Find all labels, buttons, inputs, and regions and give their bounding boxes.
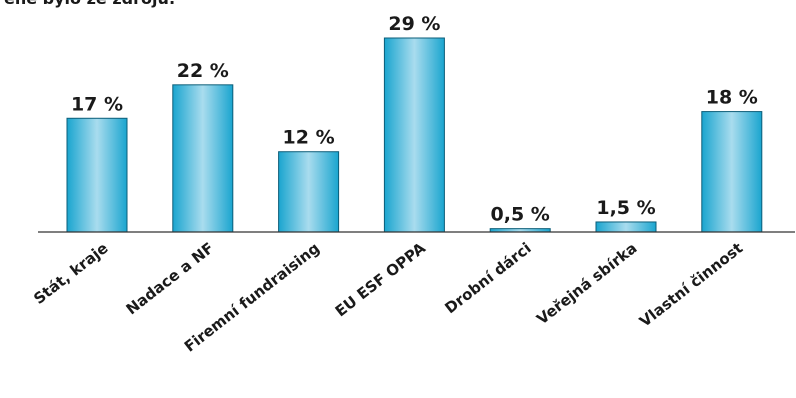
category-label-3: EU ESF OPPA	[332, 239, 429, 321]
bar-5	[595, 221, 657, 233]
category-label-5: Veřejná sbírka	[533, 239, 640, 328]
data-label-5: 1,5 %	[596, 197, 655, 219]
data-label-4: 0,5 %	[491, 204, 550, 226]
bar-1	[172, 84, 234, 233]
data-label-0: 17 %	[71, 93, 123, 115]
category-label-4: Drobní dárci	[441, 239, 534, 317]
data-label-2: 12 %	[283, 127, 335, 149]
data-label-1: 22 %	[177, 60, 229, 82]
category-label-6: Vlastní činnost	[636, 239, 746, 331]
bar-6	[701, 111, 763, 233]
bar-3	[383, 37, 445, 233]
chart-title: ěné bylo ze zdrojů:	[4, 0, 175, 8]
category-label-1: Nadace a NF	[123, 239, 218, 318]
bar-0	[66, 117, 128, 233]
bar-2	[278, 151, 340, 233]
data-label-3: 29 %	[388, 13, 440, 35]
category-label-0: Stát, kraje	[30, 239, 111, 308]
data-label-6: 18 %	[706, 87, 758, 109]
